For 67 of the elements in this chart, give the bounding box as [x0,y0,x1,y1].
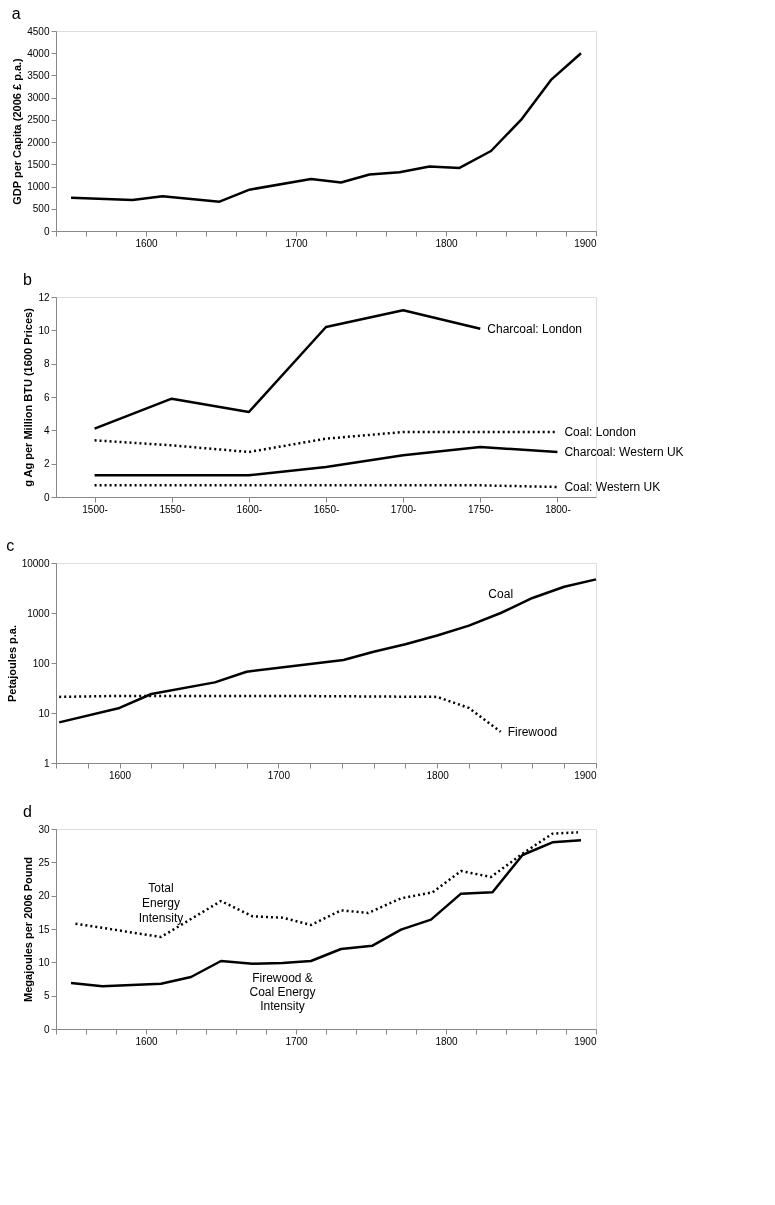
y-tick-label: 4 [43,424,50,436]
x-tick-label: 1600 [108,769,132,781]
x-tick-label: 1800- [545,503,571,515]
annotation: Coal: Western UK [564,480,661,494]
y-tick-label: 10000 [21,557,50,569]
y-tick-label: 0 [43,225,50,237]
x-tick-label: 1600 [135,1035,159,1047]
annotation: Firewood [507,724,558,739]
y-tick-label: 2500 [27,114,50,126]
chart-title: a [11,5,21,22]
y-tick-label: 10 [38,324,50,336]
annotation: Coal [488,587,514,601]
x-tick-label: 1600- [236,503,263,515]
y-tick-label: 8 [43,358,50,370]
line-series [69,51,583,203]
y-tick-label: 5 [43,990,50,1002]
x-tick-label: 1900 [574,769,597,781]
y-tick-label: 2000 [27,136,50,148]
y-tick-label: 1000 [27,181,50,193]
annotation: Charcoal: London [487,321,583,336]
y-tick-label: 1000 [27,607,50,619]
line-series [93,445,559,477]
annotation: Charcoal: Western UK [564,445,684,459]
y-axis-title: Megajoules per 2006 Pound [22,857,35,1002]
y-tick-label: 6 [43,391,50,403]
y-tick-label: 30 [38,823,50,835]
x-tick-label: 1500- [82,503,108,515]
chart-title: b [22,271,32,288]
y-tick-label: 10 [38,956,50,968]
x-tick-label: 1900 [574,237,597,249]
y-tick-label: 0 [43,491,50,503]
x-tick-label: 1700 [285,237,309,249]
x-tick-label: 1800 [435,1035,459,1047]
annotation: Firewood & Coal Energy Intensity [249,971,316,1013]
y-tick-label: 0 [43,1023,50,1035]
x-tick-label: 1550- [159,503,185,515]
y-tick-label: 500 [32,203,50,215]
y-tick-label: 3000 [27,92,50,104]
x-tick-label: 1700- [390,503,417,515]
annotation: Total Energy Intensity [138,881,184,925]
y-tick-label: 20 [38,890,50,902]
y-axis-title: GDP per Capita (2006 £ p.a.) [11,57,24,205]
y-tick-label: 1 [43,757,50,769]
x-tick-label: 1900 [574,1035,597,1047]
y-tick-label: 2 [43,458,50,470]
x-tick-label: 1700 [267,769,291,781]
x-tick-label: 1750- [468,503,494,515]
y-tick-label: 100 [32,657,50,669]
x-tick-label: 1600 [135,237,159,249]
chart-title: d [22,803,32,820]
line-series [93,309,482,430]
x-tick-label: 1800 [435,237,459,249]
y-tick-label: 3500 [27,69,50,81]
y-tick-label: 1500 [27,158,50,170]
chart-title: c [6,537,15,554]
y-tick-label: 4000 [27,47,50,59]
y-tick-label: 25 [38,856,50,868]
y-tick-label: 4500 [27,25,50,37]
y-axis-title: Petajoules p.a. [5,624,18,703]
annotation: Coal: London [564,425,636,439]
y-tick-label: 12 [38,291,50,303]
y-tick-label: 10 [38,707,50,719]
x-tick-label: 1800 [426,769,450,781]
x-tick-label: 1650- [313,503,340,515]
y-axis-title: g Ag per Million BTU (1600 Prices) [22,307,35,487]
y-tick-label: 15 [38,923,50,935]
x-tick-label: 1700 [285,1035,309,1047]
